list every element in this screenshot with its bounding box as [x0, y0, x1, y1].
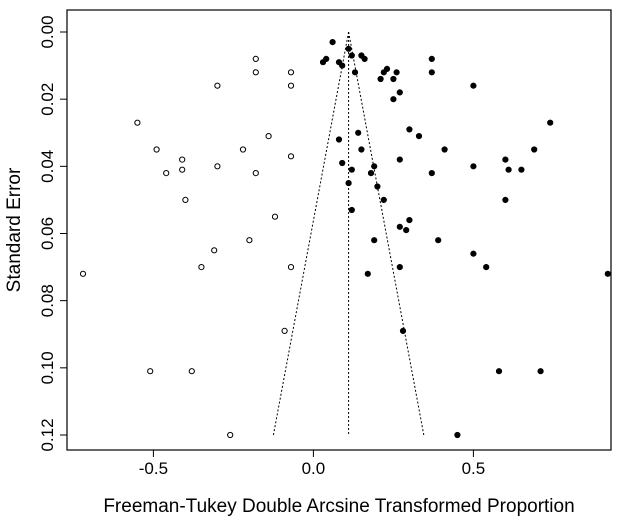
study-point-imputed — [79, 270, 87, 277]
study-point-filled — [390, 75, 397, 83]
study-point-filled — [518, 166, 525, 173]
study-point-filled — [428, 170, 435, 177]
study-point-imputed — [287, 69, 295, 76]
funnel-guides — [272, 31, 425, 436]
study-point-filled — [403, 227, 410, 234]
y-tick-label: 0.06 — [38, 217, 57, 250]
study-point-imputed — [287, 153, 295, 160]
study-point-filled — [406, 217, 413, 224]
study-point-filled — [358, 146, 365, 153]
study-point-filled — [371, 237, 378, 244]
study-point-filled — [428, 69, 435, 76]
study-point-imputed — [246, 237, 253, 244]
funnel-left-line — [272, 31, 350, 436]
x-tick-label: 0.0 — [302, 459, 326, 478]
x-tick-label: 0.5 — [462, 459, 486, 478]
study-point-filled — [415, 133, 423, 140]
study-point-filled — [371, 163, 378, 170]
study-point-filled — [364, 270, 371, 277]
study-point-filled — [351, 69, 359, 76]
study-point-imputed — [188, 368, 195, 375]
study-point-filled — [531, 146, 538, 153]
study-point-imputed — [214, 163, 221, 170]
study-point-filled — [377, 75, 384, 83]
study-point-imputed — [198, 264, 205, 271]
study-point-filled — [374, 183, 381, 190]
study-point-imputed — [252, 55, 259, 63]
study-point-filled — [502, 196, 509, 203]
study-point-imputed — [182, 196, 189, 203]
study-point-imputed — [179, 166, 186, 173]
study-point-filled — [335, 136, 343, 143]
y-axis-title: Standard Error — [4, 167, 25, 292]
study-point-filled — [441, 146, 448, 153]
study-point-imputed — [147, 368, 154, 375]
study-point-filled — [319, 59, 327, 66]
study-point-filled — [380, 69, 387, 76]
plot-frame — [66, 9, 612, 451]
study-point-filled — [495, 368, 503, 375]
study-point-imputed — [134, 119, 141, 126]
study-point-filled — [454, 431, 461, 439]
study-point-filled — [339, 62, 346, 69]
study-point-filled — [355, 129, 362, 136]
study-point-imputed — [287, 82, 295, 89]
study-point-imputed — [153, 146, 160, 153]
study-point-filled — [470, 82, 477, 89]
study-point-filled — [339, 159, 346, 167]
study-point-imputed — [265, 133, 272, 140]
study-point-imputed — [163, 170, 170, 177]
study-point-filled — [393, 69, 400, 76]
study-point-imputed — [287, 264, 295, 271]
study-point-filled — [396, 264, 403, 271]
study-point-filled — [348, 206, 355, 214]
y-tick-label: 0.12 — [38, 418, 57, 451]
study-point-filled — [345, 45, 352, 52]
study-point-filled — [396, 223, 403, 230]
study-point-filled — [470, 163, 477, 170]
study-point-imputed — [214, 82, 221, 89]
study-point-imputed — [271, 213, 279, 220]
study-point-filled — [406, 126, 413, 133]
y-tick-label: 0.04 — [38, 150, 57, 183]
y-axis: 0.00 0.02 0.04 0.06 0.08 0.10 0.12 — [38, 15, 67, 452]
data-points — [79, 38, 611, 439]
study-point-filled — [428, 55, 435, 63]
study-point-filled — [396, 89, 403, 96]
y-tick-label: 0.00 — [38, 15, 57, 48]
study-point-filled — [361, 55, 368, 63]
study-point-filled — [483, 264, 490, 271]
study-point-filled — [367, 170, 375, 177]
y-tick-label: 0.08 — [38, 284, 57, 317]
study-point-imputed — [227, 431, 234, 439]
study-point-filled — [329, 38, 336, 46]
study-point-filled — [345, 180, 352, 187]
y-tick-label: 0.10 — [38, 351, 57, 384]
study-point-filled — [547, 119, 554, 126]
x-axis: -0.5 0.0 0.5 — [139, 450, 485, 478]
y-tick-label: 0.02 — [38, 83, 57, 116]
study-point-imputed — [211, 247, 218, 254]
study-point-filled — [390, 96, 397, 103]
study-point-filled — [537, 368, 544, 375]
study-point-filled — [435, 237, 442, 244]
study-point-filled — [502, 156, 509, 163]
study-point-imputed — [179, 156, 186, 163]
study-point-filled — [396, 156, 403, 163]
study-point-filled — [348, 166, 355, 173]
study-point-filled — [505, 166, 512, 173]
study-point-filled — [604, 270, 611, 277]
funnel-right-line — [348, 31, 425, 436]
study-point-imputed — [252, 69, 259, 76]
x-tick-label: -0.5 — [139, 459, 168, 478]
study-point-imputed — [281, 327, 288, 334]
study-point-imputed — [252, 170, 259, 177]
study-point-filled — [399, 327, 407, 335]
study-point-filled — [348, 52, 355, 59]
study-point-filled — [470, 250, 477, 257]
x-axis-title: Freeman-Tukey Double Arcsine Transformed… — [103, 496, 574, 517]
study-point-imputed — [239, 146, 247, 153]
study-point-filled — [380, 196, 387, 203]
